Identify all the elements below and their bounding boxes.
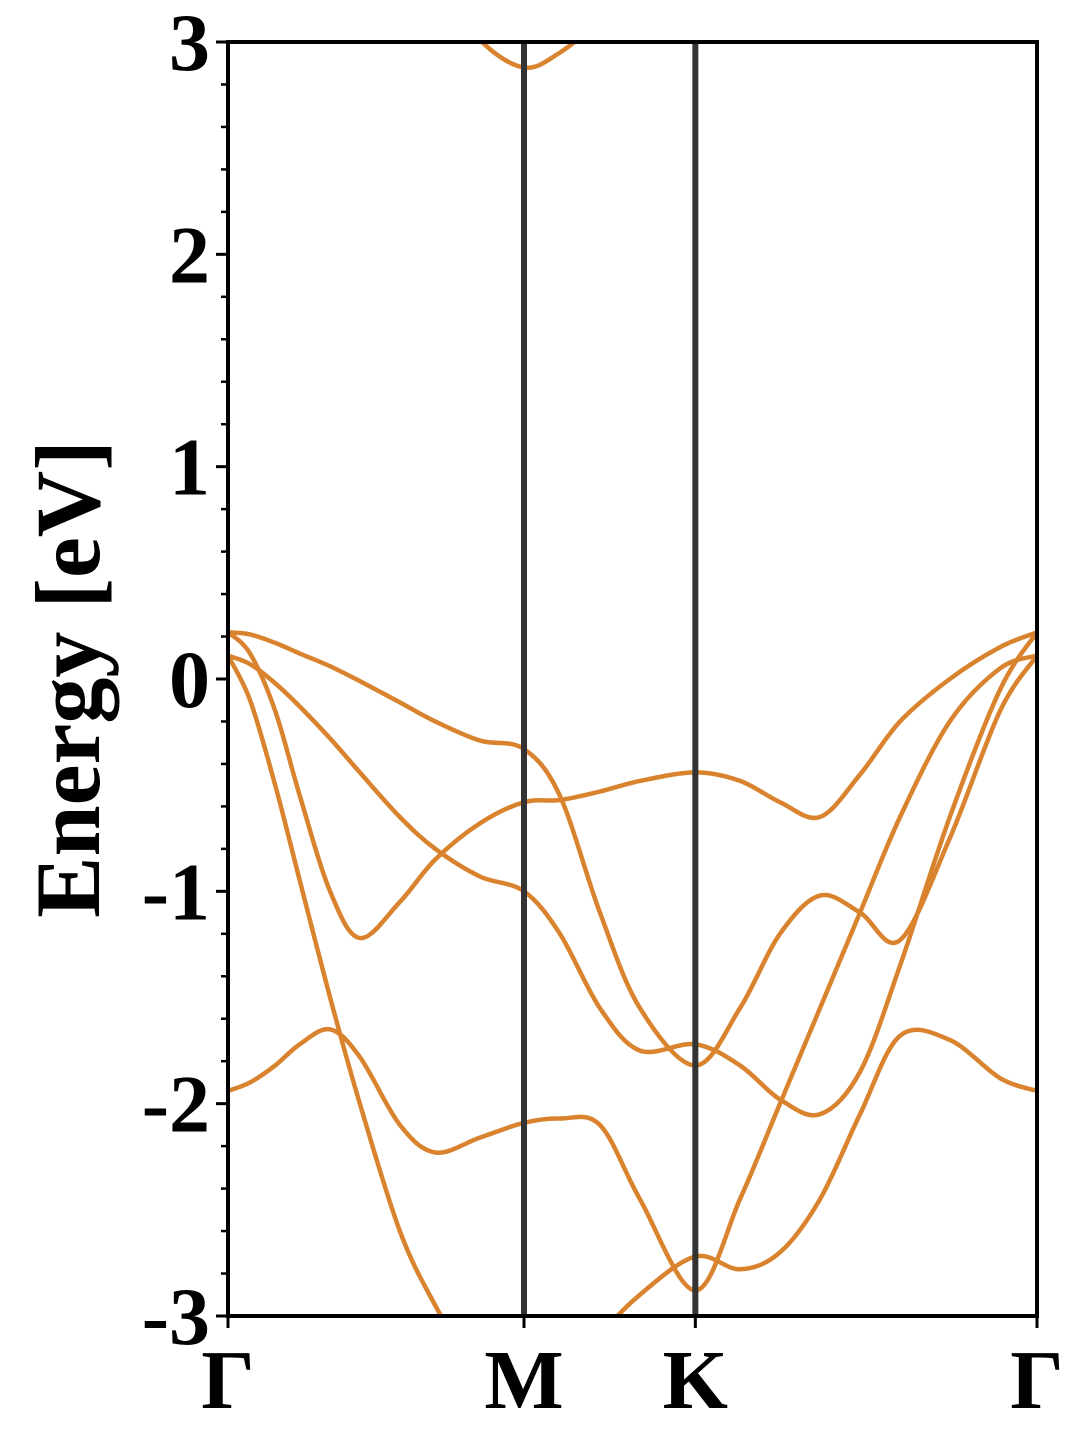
- plot-frame: [226, 40, 1039, 1318]
- plot-area: [228, 42, 1037, 1316]
- x-tick-label: M: [484, 1334, 563, 1427]
- band-line: [228, 653, 1037, 1293]
- y-tick-label: -3: [142, 1271, 210, 1362]
- y-tick-label: -2: [142, 1059, 210, 1150]
- band-line: [228, 630, 1037, 941]
- y-tick-label: 2: [169, 209, 210, 300]
- x-tick-label: Γ: [201, 1334, 254, 1427]
- y-axis-label: Energy [eV]: [17, 440, 119, 918]
- band-line: [228, 654, 1037, 1316]
- x-tick-label: K: [663, 1334, 728, 1427]
- band-line: [228, 631, 1037, 1118]
- y-tick-label: -1: [142, 846, 210, 937]
- x-tick-label: Γ: [1010, 1334, 1063, 1427]
- band-line: [228, 630, 1037, 1068]
- y-tick-label: 1: [169, 422, 210, 513]
- band-line: [478, 42, 579, 71]
- y-tick-label: 3: [169, 0, 210, 88]
- y-tick-label: 0: [169, 634, 210, 725]
